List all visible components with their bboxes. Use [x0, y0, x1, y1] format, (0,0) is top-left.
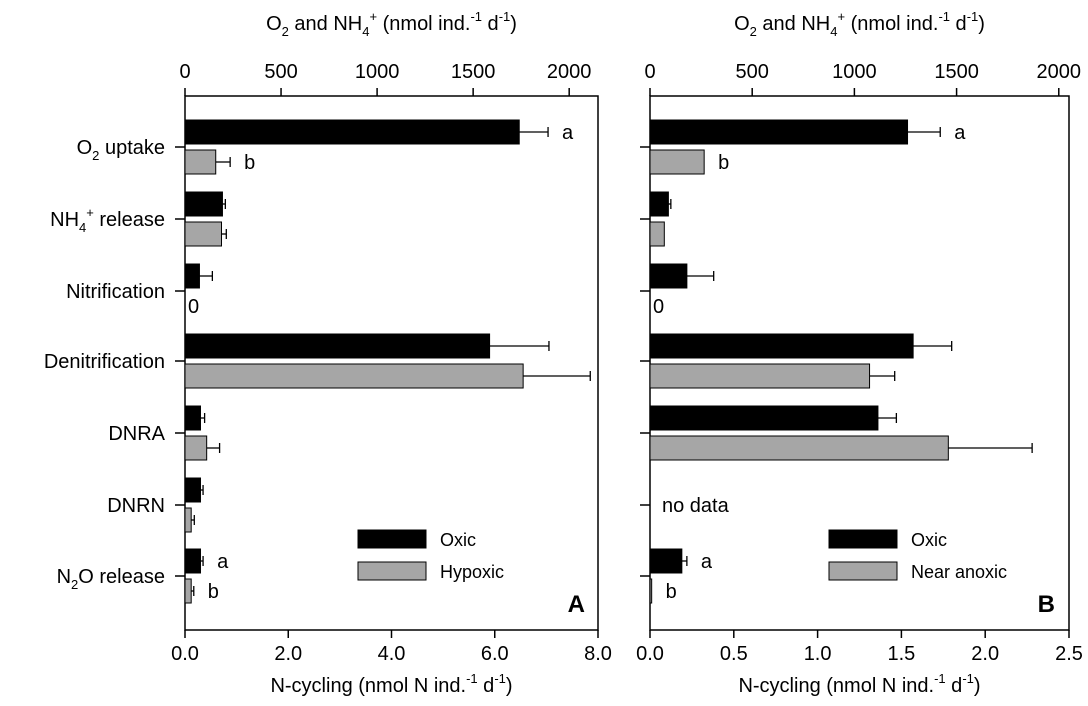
annotation-5: b [666, 581, 677, 603]
bar-oxic-0 [184, 119, 520, 145]
bar-near-anoxic-0 [649, 149, 705, 175]
category-label-4: DNRA [108, 423, 165, 445]
x-top-tick-label-2: 1000 [832, 61, 877, 83]
category-label-3: Denitrification [44, 351, 165, 373]
bar-near-anoxic-6 [649, 578, 653, 604]
legend-swatch-0 [357, 529, 427, 549]
x-bottom-tick-label-2: 4.0 [378, 643, 406, 665]
bar-oxic-6 [649, 548, 683, 574]
legend-label-0: Oxic [911, 530, 947, 550]
panel-label-B: B [1038, 591, 1055, 618]
panel-label-A: A [568, 591, 585, 618]
x-top-tick-label-0: 0 [644, 61, 655, 83]
annotation-0: a [562, 122, 574, 144]
x-top-tick-label-1: 500 [264, 61, 297, 83]
bar-oxic-2 [184, 263, 200, 289]
legend-label-1: Hypoxic [440, 562, 504, 582]
annotation-2: 0 [653, 296, 664, 318]
x-bottom-tick-label-1: 2.0 [274, 643, 302, 665]
bottom-axis-title-A: N-cycling (nmol N ind.-1 d-1) [270, 671, 512, 697]
x-bottom-tick-label-0: 0.0 [636, 643, 664, 665]
annotation-4: a [701, 551, 713, 573]
annotation-2: 0 [188, 296, 199, 318]
bar-hypoxic-5 [184, 507, 192, 533]
legend-swatch-1 [828, 561, 898, 581]
annotation-1: b [244, 152, 255, 174]
bar-oxic-3 [184, 333, 491, 359]
annotation-4: b [208, 581, 219, 603]
bar-oxic-6 [184, 548, 201, 574]
x-top-tick-label-4: 2000 [547, 61, 592, 83]
legend-label-0: Oxic [440, 530, 476, 550]
annotation-1: b [718, 152, 729, 174]
x-bottom-tick-label-3: 6.0 [481, 643, 509, 665]
x-top-tick-label-3: 1500 [934, 61, 979, 83]
bar-hypoxic-3 [184, 363, 524, 389]
legend-label-1: Near anoxic [911, 562, 1007, 582]
annotation-3: no data [662, 495, 730, 517]
category-label-6: N2O release [57, 566, 165, 592]
annotation-3: a [217, 551, 229, 573]
bar-hypoxic-4 [184, 435, 208, 461]
bar-oxic-1 [184, 191, 223, 217]
panel-frame-B [649, 95, 1070, 631]
bar-oxic-1 [649, 191, 669, 217]
bar-hypoxic-0 [184, 149, 217, 175]
top-axis-title-B: O2 and NH4+ (nmol ind.-1 d-1) [734, 9, 985, 39]
x-bottom-tick-label-3: 1.5 [887, 643, 915, 665]
bar-hypoxic-6 [184, 578, 192, 604]
x-top-tick-label-3: 1500 [451, 61, 496, 83]
top-axis-title-A: O2 and NH4+ (nmol ind.-1 d-1) [266, 9, 517, 39]
bar-oxic-4 [184, 405, 201, 431]
x-bottom-tick-label-1: 0.5 [720, 643, 748, 665]
bar-near-anoxic-1 [649, 221, 665, 247]
category-label-5: DNRN [107, 495, 165, 517]
panel-frame-A [184, 95, 599, 631]
bar-oxic-3 [649, 333, 914, 359]
bar-near-anoxic-3 [649, 363, 871, 389]
legend-swatch-0 [828, 529, 898, 549]
bar-near-anoxic-4 [649, 435, 949, 461]
x-top-tick-label-4: 2000 [1037, 61, 1082, 83]
annotation-0: a [954, 122, 966, 144]
x-bottom-tick-label-5: 2.5 [1055, 643, 1083, 665]
x-bottom-tick-label-2: 1.0 [804, 643, 832, 665]
x-bottom-tick-label-4: 2.0 [971, 643, 999, 665]
x-bottom-tick-label-0: 0.0 [171, 643, 199, 665]
category-label-1: NH4+ release [50, 205, 165, 235]
bar-oxic-4 [649, 405, 879, 431]
bottom-axis-title-B: N-cycling (nmol N ind.-1 d-1) [738, 671, 980, 697]
x-bottom-tick-label-4: 8.0 [584, 643, 612, 665]
x-top-tick-label-1: 500 [736, 61, 769, 83]
bar-oxic-0 [649, 119, 909, 145]
bar-oxic-2 [649, 263, 688, 289]
category-label-2: Nitrification [66, 281, 165, 303]
bar-oxic-5 [184, 477, 201, 503]
x-top-tick-label-2: 1000 [355, 61, 400, 83]
bar-hypoxic-1 [184, 221, 222, 247]
category-label-0: O2 uptake [77, 137, 165, 163]
x-top-tick-label-0: 0 [179, 61, 190, 83]
legend-swatch-1 [357, 561, 427, 581]
